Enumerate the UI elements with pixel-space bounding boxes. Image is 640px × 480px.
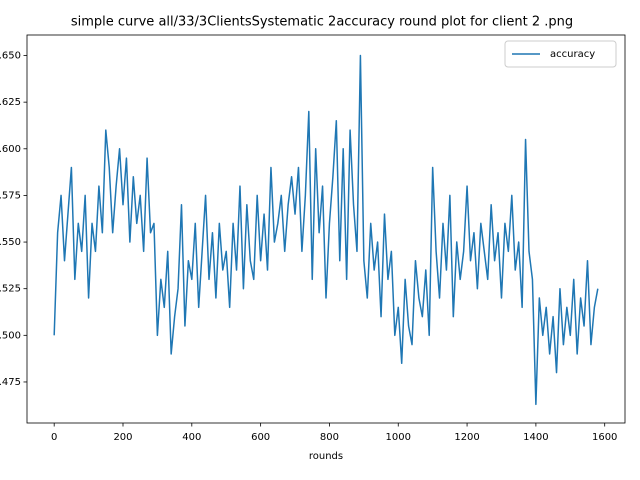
y-tick-label: 0.625	[0, 97, 21, 108]
x-tick-label: 1200	[454, 432, 479, 443]
y-tick-label: 0.575	[0, 190, 21, 201]
x-tick-label: 800	[320, 432, 339, 443]
data-line	[53, 54, 599, 406]
y-tick-label: 0.550	[0, 237, 21, 248]
y-tick-label: 0.525	[0, 284, 21, 295]
y-tick-label: 0.475	[0, 377, 21, 388]
legend-box	[504, 40, 617, 68]
x-tick-label: 400	[182, 432, 201, 443]
x-axis-label: rounds	[309, 451, 343, 462]
x-tick-label: 0	[51, 432, 57, 443]
y-tick-label: 0.500	[0, 330, 21, 341]
x-tick-label: 1000	[386, 432, 411, 443]
x-tick-label: 200	[113, 432, 132, 443]
chart-title: simple curve all/33/3ClientsSystematic 2…	[71, 15, 573, 30]
y-tick-label: 0.600	[0, 144, 21, 155]
y-tick-label: 0.650	[0, 51, 21, 62]
axes-frame	[26, 34, 626, 424]
x-tick-label: 1600	[592, 432, 617, 443]
x-tick-label: 1400	[523, 432, 548, 443]
legend-label: accuracy	[550, 49, 595, 60]
x-tick-label: 600	[251, 432, 270, 443]
